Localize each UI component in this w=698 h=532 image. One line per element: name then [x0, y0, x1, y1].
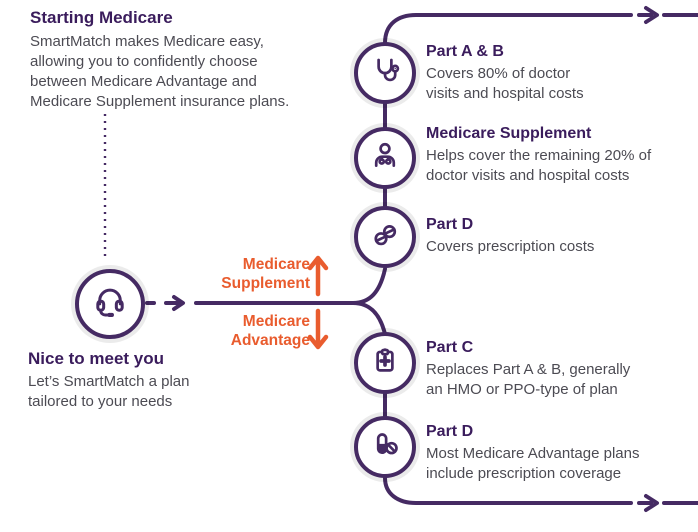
item-part-d-advantage: Part D Most Medicare Advantage plans inc… — [426, 422, 661, 483]
agent-caption: Nice to meet you Let’s SmartMatch a plan… — [28, 349, 203, 412]
agent-body: Let’s SmartMatch a plan tailored to your… — [28, 373, 190, 410]
node-part-d-supplement — [354, 206, 416, 268]
tablets-icon — [368, 218, 402, 257]
capsule-pill-icon — [368, 428, 402, 467]
item-title: Medicare Supplement — [426, 125, 592, 142]
stethoscope-icon — [368, 54, 402, 93]
arrow-right-top-icon — [637, 6, 659, 24]
item-medicare-supplement: Medicare Supplement Helps cover the rema… — [426, 124, 671, 185]
node-part-c — [354, 332, 416, 394]
item-title: Part D — [426, 216, 474, 233]
item-body: Most Medicare Advantage plans include pr… — [426, 445, 640, 482]
arrow-right-small-icon — [164, 295, 185, 311]
item-title: Part A & B — [426, 43, 504, 60]
item-title: Part C — [426, 339, 474, 356]
clipboard-plus-icon — [368, 344, 402, 383]
item-part-d-supplement: Part D Covers prescription costs — [426, 215, 671, 257]
branch-down-curve — [351, 301, 387, 336]
intro-block: Starting Medicare SmartMatch makes Medic… — [30, 8, 296, 112]
branch-label-medicare-supplement: Medicare Supplement — [221, 256, 310, 292]
doctor-icon — [368, 139, 402, 178]
agent-title: Nice to meet you — [28, 349, 165, 368]
branch-up-curve — [351, 267, 387, 305]
arrow-down-orange-icon — [307, 308, 329, 350]
arrow-up-orange-icon — [307, 255, 329, 297]
item-body: Helps cover the remaining 20% of doctor … — [426, 147, 652, 184]
item-body: Covers prescription costs — [426, 238, 595, 255]
node-part-a-b — [354, 42, 416, 104]
item-title: Part D — [426, 423, 474, 440]
branch-label-medicare-advantage: Medicare Advantage — [230, 313, 310, 349]
agent-node — [75, 269, 145, 339]
node-part-d-advantage — [354, 416, 416, 478]
item-body: Covers 80% of doctor visits and hospital… — [426, 65, 584, 102]
intro-title: Starting Medicare — [30, 8, 173, 27]
intro-body: SmartMatch makes Medicare easy, allowing… — [30, 33, 290, 110]
item-part-a-b: Part A & B Covers 80% of doctor visits a… — [426, 42, 601, 103]
item-body: Replaces Part A & B, generally an HMO or… — [426, 361, 631, 398]
node-medicare-supplement — [354, 127, 416, 189]
arrow-right-bottom-icon — [637, 494, 659, 512]
headset-icon — [91, 283, 129, 326]
flow-line-top — [383, 13, 633, 45]
item-part-c: Part C Replaces Part A & B, generally an… — [426, 338, 651, 399]
